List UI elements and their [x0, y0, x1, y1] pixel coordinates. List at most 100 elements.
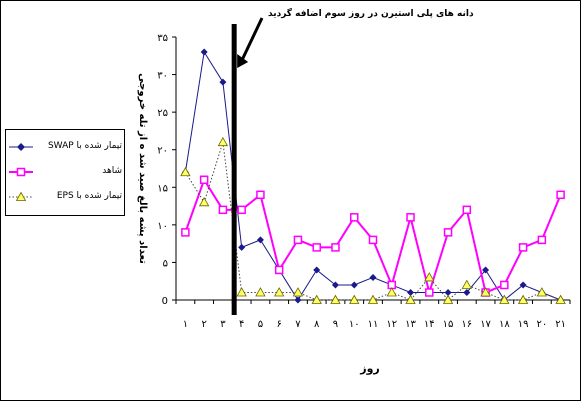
x-tick-label: ۱۵ [443, 319, 454, 330]
data-point-swap [219, 78, 227, 86]
data-point-swap [238, 243, 246, 251]
data-point-control [425, 288, 434, 297]
x-tick-label: ۱۸ [499, 319, 510, 330]
legend-label-eps: تیمار شده با EPS [56, 191, 122, 201]
x-tick-label: ۶ [277, 319, 282, 330]
data-point-eps [311, 294, 322, 304]
legend: تیمار شده با SWAP شاهد تیمار شده با EPS [5, 129, 125, 216]
x-tick-label: ۱۹ [518, 319, 529, 330]
data-point-control [349, 213, 359, 222]
legend-symbol-eps [9, 191, 33, 201]
data-point-eps [330, 294, 341, 304]
data-point-swap [350, 281, 358, 289]
x-tick-label: ۱۳ [405, 319, 416, 330]
data-point-eps [217, 136, 229, 147]
y-axis-title: تعداد پشه بالغ صید شد ه از تله خروجی [137, 73, 148, 264]
data-point-eps [236, 287, 247, 297]
data-point-swap [331, 281, 339, 289]
data-point-control [518, 243, 528, 252]
y-tick-label: ۲۰ [157, 146, 168, 157]
series-line-0 [184, 50, 561, 301]
y-tick-label: ۲۵ [157, 108, 168, 119]
data-point-control [556, 190, 565, 200]
legend-item-eps: تیمار شده با EPS [6, 188, 124, 208]
data-point-eps [349, 294, 360, 304]
data-point-eps [405, 294, 416, 304]
data-point-control [181, 228, 190, 237]
data-point-swap [519, 281, 527, 289]
data-point-swap [463, 288, 471, 296]
data-point-eps [517, 294, 529, 304]
data-point-control [293, 235, 303, 245]
x-tick-label: ۵ [258, 319, 263, 330]
data-point-eps [386, 287, 397, 297]
data-point-swap [482, 266, 490, 274]
x-tick-label: ۱ [183, 319, 188, 330]
legend-item-swap: تیمار شده با SWAP [6, 138, 124, 158]
data-point-eps [461, 279, 472, 289]
data-point-eps [292, 287, 304, 297]
data-point-eps [274, 287, 285, 297]
data-point-swap [200, 48, 208, 56]
data-point-control [218, 205, 228, 215]
data-point-control [331, 243, 340, 252]
data-point-control [312, 243, 321, 252]
annotation-arrow-shaft [238, 17, 264, 65]
x-tick-label: ۱۱ [368, 319, 379, 330]
x-tick-label: ۹ [333, 319, 338, 330]
data-point-eps [499, 294, 510, 304]
x-tick-label: ۲۰ [536, 319, 547, 330]
y-tick-label: ۳۰ [157, 71, 168, 82]
data-point-eps [480, 287, 491, 297]
data-point-control [199, 175, 209, 185]
data-point-eps [555, 294, 566, 304]
data-point-eps [198, 196, 210, 207]
data-point-swap [294, 296, 302, 304]
legend-item-control: شاهد [6, 163, 124, 183]
x-tick-label: ۲ [201, 319, 206, 330]
x-tick-label: ۸ [314, 319, 320, 330]
data-point-eps [536, 287, 548, 297]
data-point-eps [255, 287, 266, 297]
data-point-control [274, 265, 284, 275]
x-tick-label: ۱۷ [480, 319, 491, 330]
annotation-arrow-head [237, 54, 249, 68]
annotation-text: دانه های پلی استیرن در روز سوم اضافه گرد… [268, 7, 474, 19]
data-point-eps [442, 294, 454, 304]
data-point-swap [313, 266, 321, 274]
data-point-control [368, 235, 378, 245]
x-tick-label: ۳ [220, 319, 226, 330]
y-tick-label: ۱۰ [157, 221, 168, 232]
data-point-control [500, 280, 509, 290]
data-point-control [537, 235, 547, 245]
x-tick-label: ۱۶ [461, 319, 472, 330]
data-point-swap [256, 236, 264, 244]
x-axis-title: روز [359, 362, 380, 375]
x-tick-label: ۱۰ [349, 319, 360, 330]
legend-label-swap: تیمار شده با SWAP [47, 141, 122, 151]
legend-symbol-control [9, 167, 33, 177]
x-tick-label: ۱۴ [424, 319, 435, 330]
data-point-swap [369, 273, 377, 281]
y-tick-label: ۱۵ [157, 183, 168, 194]
x-tick-label: ۱۲ [386, 319, 397, 330]
legend-label-control: شاهد [102, 166, 122, 176]
data-point-control [406, 213, 415, 222]
data-point-eps [367, 294, 379, 304]
y-tick-label: ۵ [163, 258, 168, 269]
legend-symbol-swap [9, 143, 33, 151]
data-point-control [462, 205, 472, 215]
y-tick-label: 0 [162, 296, 168, 307]
data-point-eps [180, 166, 191, 177]
x-tick-label: ۷ [295, 319, 301, 330]
data-point-swap [407, 288, 415, 296]
data-point-eps [424, 272, 435, 282]
y-tick-label: ۳۵ [157, 33, 168, 44]
data-point-control [443, 228, 453, 237]
data-point-control [237, 205, 246, 215]
x-tick-label: ۴ [239, 319, 244, 330]
x-tick-label: ۲۱ [555, 319, 566, 330]
data-point-control [256, 190, 265, 200]
data-point-swap [444, 288, 452, 296]
